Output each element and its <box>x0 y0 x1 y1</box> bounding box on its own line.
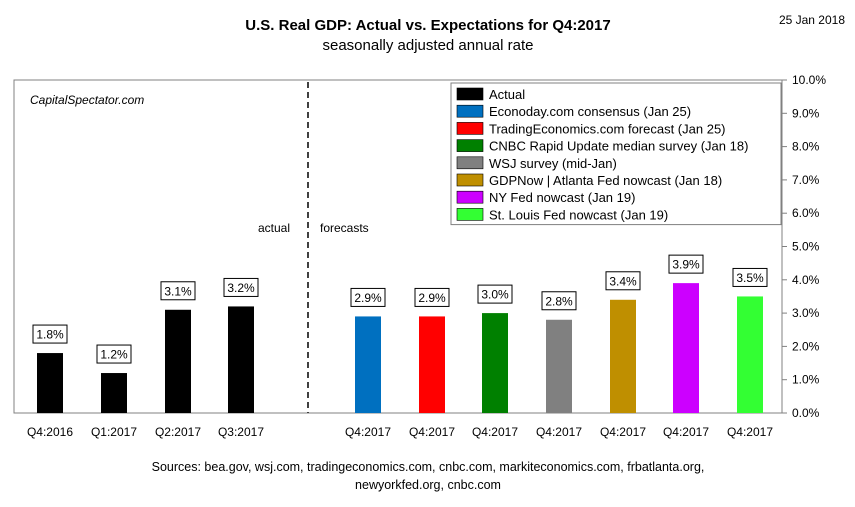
category-label: Q4:2017 <box>600 425 646 439</box>
legend-entry: St. Louis Fed nowcast (Jan 19) <box>489 207 668 222</box>
legend-entry: Actual <box>489 87 525 102</box>
chart-date: 25 Jan 2018 <box>779 13 845 27</box>
bar <box>610 299 636 413</box>
data-label: 2.9% <box>354 291 382 305</box>
category-label: Q2:2017 <box>155 425 201 439</box>
legend-swatch <box>456 104 484 118</box>
category-label: Q4:2017 <box>409 425 455 439</box>
bar <box>546 319 572 413</box>
legend-swatch <box>456 173 484 187</box>
bar <box>673 283 699 413</box>
data-label-box <box>223 277 259 297</box>
bar <box>228 306 254 413</box>
data-label-box <box>732 267 768 287</box>
category-label: Q3:2017 <box>218 425 264 439</box>
data-label-box <box>541 291 577 311</box>
data-label: 3.4% <box>609 274 637 288</box>
category-label: Q4:2017 <box>472 425 518 439</box>
watermark: CapitalSpectator.com <box>30 93 144 107</box>
sources-line-2: newyorkfed.org, cnbc.com <box>355 478 501 492</box>
legend-swatch <box>456 87 484 101</box>
divider-label-forecasts: forecasts <box>320 221 369 235</box>
bar <box>37 353 63 413</box>
y-tick-label: 2.0% <box>792 339 820 353</box>
data-label: 3.9% <box>672 258 700 272</box>
bar <box>419 316 445 413</box>
y-axis: 0.0% 1.0% 2.0% 3.0% 4.0% 5.0% 6.0% 7.0% 8.0% 9.0%… <box>782 73 826 420</box>
bar <box>101 373 127 413</box>
chart-title: U.S. Real GDP: Actual vs. Expectations f… <box>245 17 610 34</box>
bar <box>165 309 191 413</box>
data-label-box <box>350 287 386 307</box>
data-label-box <box>477 284 513 304</box>
legend-swatch <box>456 190 484 204</box>
y-tick-label: 5.0% <box>792 240 820 254</box>
legend-entry: CNBC Rapid Update median survey (Jan 18) <box>489 139 748 154</box>
sources-line-1: Sources: bea.gov, wsj.com, tradingeconom… <box>152 460 705 474</box>
category-label: Q4:2016 <box>27 425 73 439</box>
legend-entry: NY Fed nowcast (Jan 19) <box>489 190 635 205</box>
legend-entry: TradingEconomics.com forecast (Jan 25) <box>489 121 726 136</box>
category-label: Q4:2017 <box>663 425 709 439</box>
legend-swatch <box>456 208 484 221</box>
chart-subtitle: seasonally adjusted annual rate <box>323 37 534 54</box>
legend-entry: WSJ survey (mid-Jan) <box>489 156 617 171</box>
category-label: Q4:2017 <box>727 425 773 439</box>
data-label: 3.2% <box>227 281 255 295</box>
bar <box>482 313 508 413</box>
legend-entry: Econoday.com consensus (Jan 25) <box>489 104 691 119</box>
data-label: 1.2% <box>100 348 128 362</box>
y-tick-label: 10.0% <box>792 73 826 87</box>
legend-swatch <box>456 156 484 170</box>
legend-swatch <box>456 139 484 152</box>
data-label: 3.5% <box>736 271 764 285</box>
divider-label-actual: actual <box>258 221 290 235</box>
data-label-box <box>668 254 704 274</box>
y-tick-label: 7.0% <box>792 173 820 187</box>
y-tick-label: 0.0% <box>792 406 820 420</box>
data-label: 1.8% <box>36 328 64 342</box>
bar <box>737 296 763 413</box>
y-tick-label: 9.0% <box>792 106 820 120</box>
category-label: Q4:2017 <box>536 425 582 439</box>
y-tick-label: 6.0% <box>792 206 820 220</box>
data-label-box <box>414 287 450 307</box>
data-label-box <box>160 281 196 301</box>
data-label: 3.0% <box>481 288 509 302</box>
legend: Actual Econoday.com consensus (Jan 25) Tra… <box>450 82 782 226</box>
legend-swatch <box>456 122 484 135</box>
bar <box>355 316 381 413</box>
y-tick-label: 8.0% <box>792 140 820 154</box>
category-label: Q1:2017 <box>91 425 137 439</box>
legend-box <box>450 82 782 226</box>
data-label: 2.8% <box>545 294 573 308</box>
category-label: Q4:2017 <box>345 425 391 439</box>
y-tick-label: 3.0% <box>792 306 820 320</box>
bars: 1.8% Q4:2016 1.2% Q1:2017 3.1% Q2:2017 3.2% Q3:… <box>27 254 773 439</box>
legend-entry: GDPNow | Atlanta Fed nowcast (Jan 18) <box>489 173 722 188</box>
data-label-box <box>605 271 641 291</box>
data-label-box <box>32 324 68 344</box>
y-tick-label: 1.0% <box>792 373 820 387</box>
data-label: 3.1% <box>164 284 192 298</box>
data-label: 2.9% <box>418 291 446 305</box>
data-label-box <box>96 344 132 364</box>
y-tick-label: 4.0% <box>792 273 820 287</box>
